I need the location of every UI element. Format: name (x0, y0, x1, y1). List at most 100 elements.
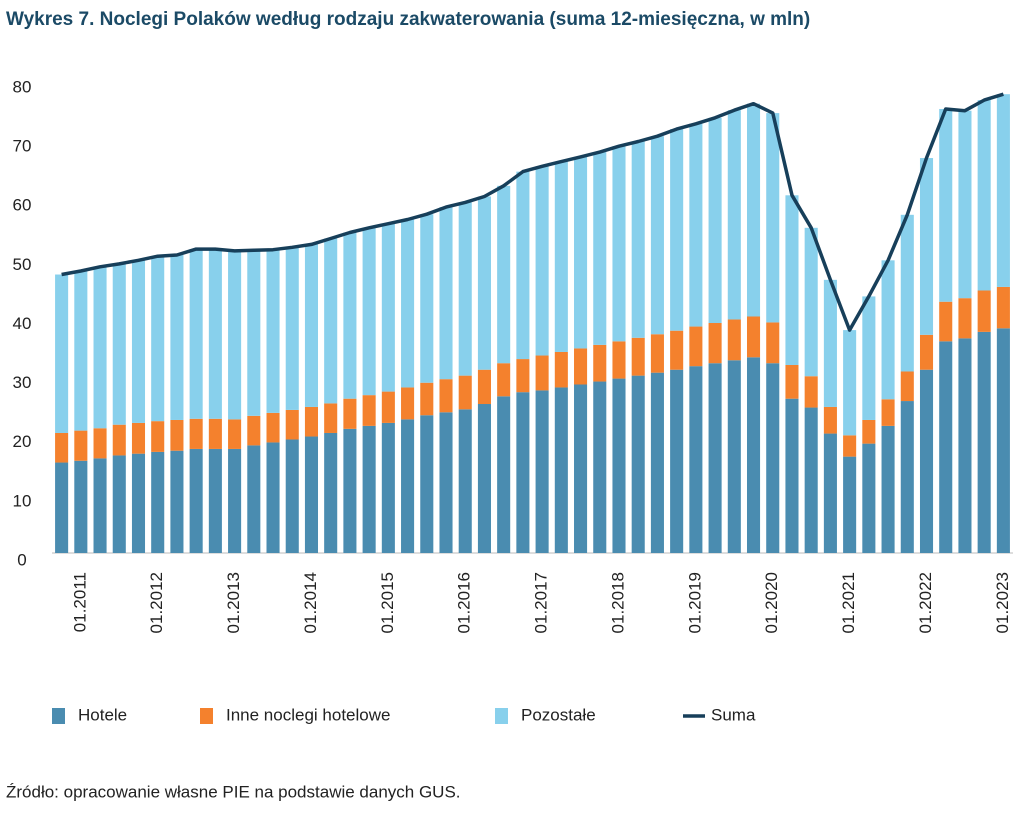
bar-segment (593, 152, 607, 345)
bar-segment (554, 161, 568, 352)
x-tick-label: 01.2017 (532, 572, 551, 633)
bar-segment (401, 419, 415, 553)
bar-segment (574, 384, 588, 553)
bar-segment (247, 445, 261, 553)
bar-segment (631, 375, 645, 553)
bar-segment (401, 219, 415, 388)
bar-segment (612, 341, 626, 379)
bar-segment (804, 407, 818, 553)
bar-segment (939, 341, 953, 553)
bar-segment (900, 214, 914, 372)
bar-segment (785, 195, 799, 365)
bar-segment (285, 439, 299, 553)
bar-segment (131, 260, 146, 423)
bar-segment (516, 392, 530, 553)
bar-segment (362, 395, 376, 426)
bar-segment (535, 166, 549, 356)
bar-segment (304, 436, 319, 553)
x-tick-label: 01.2014 (301, 572, 320, 633)
x-tick-label: 01.2022 (916, 572, 935, 633)
bar-segment (497, 185, 511, 364)
y-tick-label: 40 (13, 314, 32, 333)
bar-segment (458, 409, 472, 553)
bar-segment (574, 348, 588, 385)
bar-segment (746, 103, 761, 317)
legend-swatch (495, 708, 508, 724)
bar-segment (746, 357, 761, 553)
bar-segment (477, 369, 491, 405)
bar-segment (823, 406, 837, 434)
bar-segment (919, 158, 934, 335)
bar-segment (74, 430, 88, 461)
x-tick-label: 01.2021 (839, 572, 858, 633)
y-tick-label: 20 (13, 432, 32, 451)
bar-segment (535, 390, 549, 553)
bar-segment (631, 141, 645, 338)
bar-segment (843, 456, 857, 553)
bar-segment (977, 290, 991, 332)
bar-segment (689, 366, 703, 553)
bar-segment (804, 227, 818, 377)
line (61, 92, 1004, 332)
legend-swatch (200, 708, 213, 724)
bar-segment (362, 425, 376, 553)
y-tick-label: 80 (13, 77, 32, 96)
bar-segment (766, 322, 780, 364)
bar-segment (266, 249, 280, 413)
bar-segment (74, 270, 88, 431)
bar-segment (650, 136, 664, 335)
bar-segment (804, 376, 818, 408)
x-tick-label: 01.2015 (378, 572, 397, 633)
chart-title: Wykres 7. Noclegi Polaków według rodzaju… (6, 9, 810, 30)
y-tick-label: 70 (13, 137, 32, 156)
bar-segment (131, 422, 146, 454)
bar-segment (420, 415, 434, 553)
y-tick-label: 60 (13, 196, 32, 215)
x-tick-label: 01.2013 (224, 572, 243, 633)
bar-segment (55, 274, 69, 433)
bar-segment (958, 338, 972, 553)
bar-segment (208, 418, 222, 449)
legend-label: Suma (711, 705, 756, 724)
bar-segment (593, 381, 607, 553)
bar-segment (939, 108, 953, 302)
bar-segment (746, 316, 761, 358)
bar-segment (189, 418, 203, 449)
bar-segment (112, 424, 126, 456)
bar-segment (55, 432, 69, 463)
bar-segment (228, 448, 242, 553)
bar-segment (151, 256, 165, 422)
bar-segment (497, 363, 511, 397)
bar-segment (881, 425, 895, 553)
bar-segment (266, 442, 280, 553)
bar-segment (324, 238, 338, 404)
bar-segment (823, 433, 837, 553)
bar-segment (919, 334, 934, 370)
bar-segment (74, 460, 88, 553)
bar-segment (631, 337, 645, 376)
bar-segment (477, 404, 491, 553)
bar-segment (420, 214, 434, 383)
bar-segment (689, 326, 703, 367)
bar-segment (535, 355, 549, 391)
bar-segment (304, 406, 319, 437)
bar-segment (939, 301, 953, 342)
x-tick-label: 01.2016 (455, 572, 474, 633)
bar-segment (785, 398, 799, 553)
bar-segment (170, 255, 184, 420)
legend-label: Inne noclegi hotelowe (226, 705, 390, 724)
bar-segment (843, 330, 857, 436)
bar-segment (670, 129, 684, 331)
bar-segment (247, 250, 261, 416)
bar-segment (343, 232, 357, 399)
source-note: Źródło: opracowanie własne PIE na podsta… (6, 782, 461, 801)
bar-segment (324, 432, 338, 553)
bar-segment (266, 412, 280, 443)
bar-segment (650, 372, 664, 553)
legend-label: Pozostałe (521, 705, 596, 724)
bar-segment (708, 363, 722, 553)
bar-segment (228, 250, 242, 420)
legend-swatch (52, 708, 65, 724)
bar-segment (554, 387, 568, 553)
